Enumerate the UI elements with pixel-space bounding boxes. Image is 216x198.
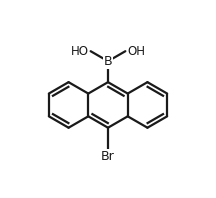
Text: OH: OH [127,45,145,58]
Text: HO: HO [71,45,89,58]
Text: B: B [104,55,112,68]
Text: Br: Br [101,150,115,163]
